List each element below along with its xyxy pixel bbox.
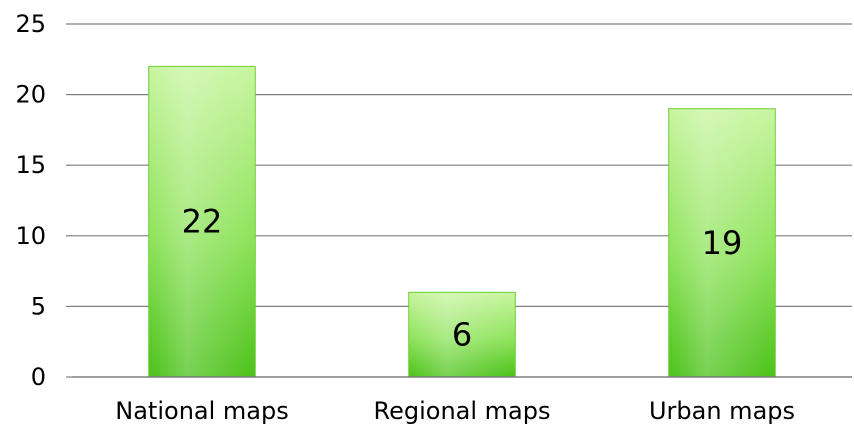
bar-value-label: 22 (182, 203, 223, 241)
y-tick-label: 15 (15, 151, 46, 179)
x-axis-labels: National maps Regional maps Urban maps (115, 397, 795, 425)
y-tick-label: 5 (31, 292, 46, 320)
bar-value-label: 6 (452, 316, 472, 354)
bar-group: 19 (668, 108, 776, 378)
y-tick-label: 10 (15, 222, 46, 250)
bar-group: 22 (148, 65, 256, 378)
bar-highlight (150, 67, 254, 377)
x-category-label: National maps (115, 397, 288, 425)
bar-group: 6 (408, 291, 516, 378)
bar-highlight (410, 293, 514, 376)
bars: 22 6 19 (148, 65, 776, 378)
y-tick-label: 0 (31, 363, 46, 391)
y-tick-label: 20 (15, 81, 46, 109)
x-category-label: Urban maps (649, 397, 795, 425)
y-tick-label: 25 (15, 10, 46, 38)
x-category-label: Regional maps (374, 397, 551, 425)
bar-highlight (670, 109, 774, 376)
y-axis-ticks: 0 5 10 15 20 25 (15, 10, 72, 391)
bar-value-label: 19 (702, 224, 743, 262)
